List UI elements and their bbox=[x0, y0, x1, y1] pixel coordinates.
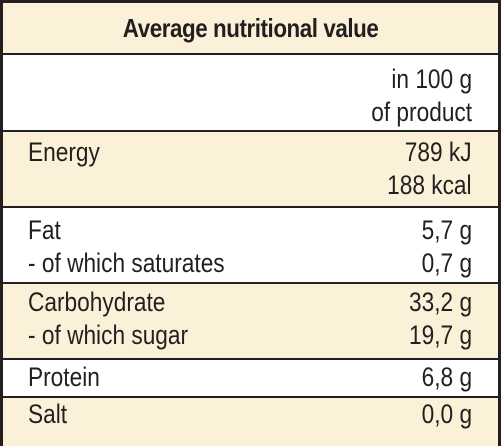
fat-value: 5,7 g bbox=[421, 215, 472, 245]
nutrient-row-carbohydrate: Carbohydrate - of which sugar 33,2 g 19,… bbox=[3, 284, 498, 360]
nutrient-label: Carbohydrate - of which sugar bbox=[28, 286, 188, 352]
sugar-value: 19,7 g bbox=[408, 320, 472, 350]
salt-value: 0,0 g bbox=[421, 399, 472, 429]
salt-label: Salt bbox=[28, 399, 68, 429]
nutrient-label: Energy bbox=[28, 136, 100, 169]
nutrient-value: 33,2 g 19,7 g bbox=[409, 286, 472, 352]
nutrient-row-protein: Protein 6,8 g bbox=[3, 360, 498, 398]
energy-kcal-value: 188 kcal bbox=[387, 170, 472, 200]
nutrient-value: 789 kJ 188 kcal bbox=[388, 136, 472, 202]
nutrient-value: 0,0 g bbox=[422, 398, 472, 431]
unit-header-row: in 100 g of product bbox=[3, 55, 498, 132]
table-header: Average nutritional value bbox=[3, 3, 498, 55]
nutrient-value: 6,8 g bbox=[422, 361, 472, 394]
nutrient-row-salt: Salt 0,0 g bbox=[3, 398, 498, 446]
energy-label: Energy bbox=[28, 137, 100, 167]
fat-label: Fat bbox=[28, 215, 61, 245]
protein-label: Protein bbox=[28, 362, 100, 392]
energy-kj-value: 789 kJ bbox=[405, 137, 472, 167]
unit-line-1: in 100 g bbox=[391, 64, 472, 94]
saturates-value: 0,7 g bbox=[421, 248, 472, 278]
table-title: Average nutritional value bbox=[122, 12, 379, 43]
unit-header: in 100 g of product bbox=[371, 63, 472, 129]
nutrient-label: Salt bbox=[28, 398, 67, 431]
nutrient-value: 5,7 g 0,7 g bbox=[422, 214, 472, 280]
nutrient-row-energy: Energy 789 kJ 188 kcal bbox=[3, 132, 498, 208]
unit-line-2: of product bbox=[371, 97, 472, 127]
nutrient-label: Fat - of which saturates bbox=[28, 214, 225, 280]
carbohydrate-label: Carbohydrate bbox=[28, 287, 166, 317]
nutrient-row-fat: Fat - of which saturates 5,7 g 0,7 g bbox=[3, 208, 498, 284]
nutrient-label: Protein bbox=[28, 361, 100, 394]
sugar-label: - of which sugar bbox=[28, 320, 189, 350]
carbohydrate-value: 33,2 g bbox=[408, 287, 472, 317]
protein-value: 6,8 g bbox=[421, 362, 472, 392]
saturates-label: - of which saturates bbox=[28, 248, 225, 278]
